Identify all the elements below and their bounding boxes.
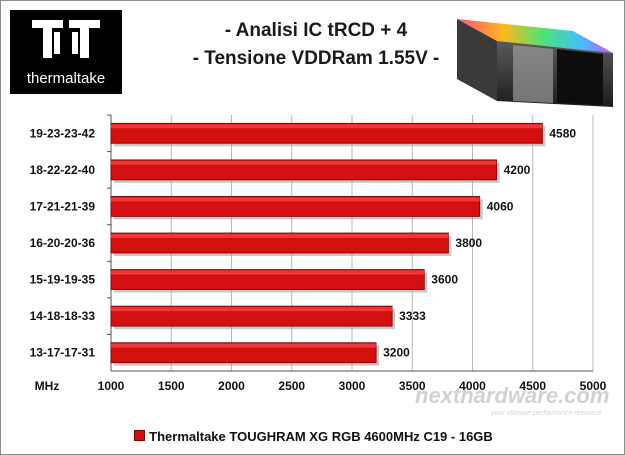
data-label: 3200 xyxy=(383,346,410,360)
logo-wordmark: thermaltake xyxy=(26,70,106,87)
category-label: 18-22-22-40 xyxy=(30,163,96,177)
thermaltake-logo: thermaltake xyxy=(10,10,122,94)
x-tick-label: 2500 xyxy=(278,379,305,393)
category-label: 17-21-21-39 xyxy=(30,199,96,213)
data-label: 3800 xyxy=(455,236,482,250)
labels: 1000 1500 2000 2500 3000 3500 4000 4500 5000 MHz 1… xyxy=(30,126,607,393)
chart-subtitle: - Tensione VDDRam 1.55V - xyxy=(192,48,440,69)
ram-module-image xyxy=(457,19,613,107)
x-tick-label: 3000 xyxy=(339,379,366,393)
x-tick-label: 5000 xyxy=(580,379,607,393)
thermaltake-tt-icon xyxy=(32,20,100,58)
bar-highlight xyxy=(111,234,449,238)
chart-title: - Analisi IC tRCD + 4 xyxy=(224,20,408,41)
category-label: 16-20-20-36 xyxy=(30,236,96,250)
chart-legend: Thermaltake TOUGHRAM XG RGB 4600MHz C19 … xyxy=(1,429,625,444)
x-tick-label: 2000 xyxy=(218,379,245,393)
data-label: 4580 xyxy=(549,126,576,140)
data-label: 4200 xyxy=(504,163,531,177)
watermark-text: nexthardware.com xyxy=(415,383,610,408)
x-tick-label: 1000 xyxy=(98,379,125,393)
category-label: 14-18-18-33 xyxy=(30,309,96,323)
legend-label: Thermaltake TOUGHRAM XG RGB 4600MHz C19 … xyxy=(149,429,493,444)
bars xyxy=(110,122,546,366)
bar-highlight xyxy=(111,197,480,202)
data-label: 4060 xyxy=(487,199,514,213)
watermark-tagline: your ultimate performance resource xyxy=(491,410,602,417)
x-axis-label: MHz xyxy=(35,379,60,393)
legend-swatch xyxy=(134,430,146,441)
bar-highlight xyxy=(111,343,377,348)
x-tick-label: 3500 xyxy=(399,379,426,393)
bar-highlight xyxy=(111,124,543,129)
x-tick-label: 4000 xyxy=(459,379,486,393)
bar-highlight xyxy=(111,307,393,312)
category-label: 19-23-23-42 xyxy=(30,126,96,140)
bar-highlight xyxy=(111,270,425,275)
data-label: 3333 xyxy=(399,309,426,323)
x-tick-label: 4500 xyxy=(519,379,546,393)
category-label: 13-17-17-31 xyxy=(30,346,96,360)
data-label: 3600 xyxy=(431,273,458,287)
x-tick-label: 1500 xyxy=(158,379,185,393)
bar-highlight xyxy=(111,160,497,165)
nexthardware-watermark: nexthardware.com your ultimate performan… xyxy=(401,383,621,427)
category-label: 15-19-19-35 xyxy=(30,273,96,287)
